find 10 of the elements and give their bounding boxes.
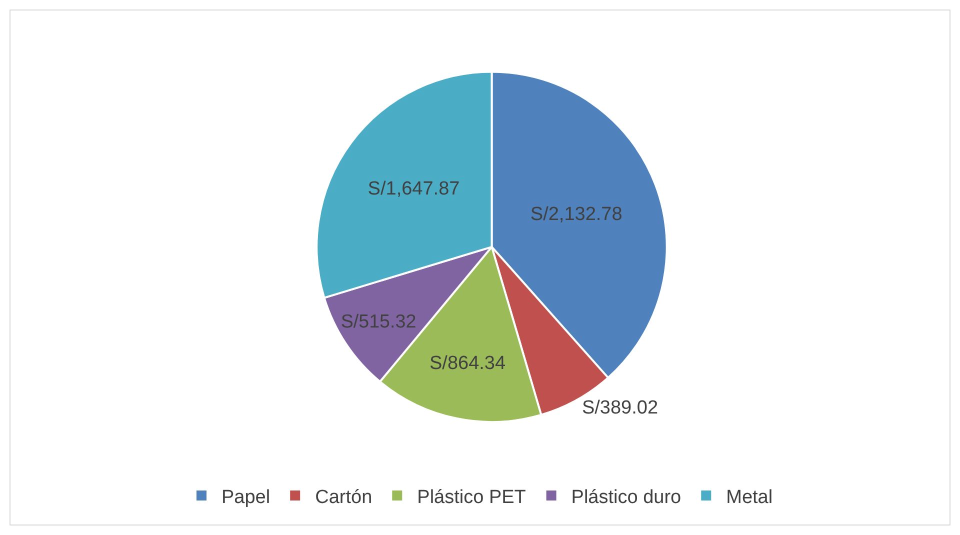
legend-label: Plástico duro <box>571 486 682 508</box>
legend-label: Metal <box>726 486 773 508</box>
data-label: S/389.02 <box>582 398 658 419</box>
data-label: S/864.34 <box>429 353 506 374</box>
legend-label: Plástico PET <box>417 486 526 508</box>
data-label: S/2,132.78 <box>530 204 622 226</box>
data-label: S/1,647.87 <box>368 178 460 200</box>
data-label: S/515.32 <box>340 310 416 332</box>
legend-label: Cartón <box>315 486 372 508</box>
legend-label: Papel <box>222 486 270 508</box>
